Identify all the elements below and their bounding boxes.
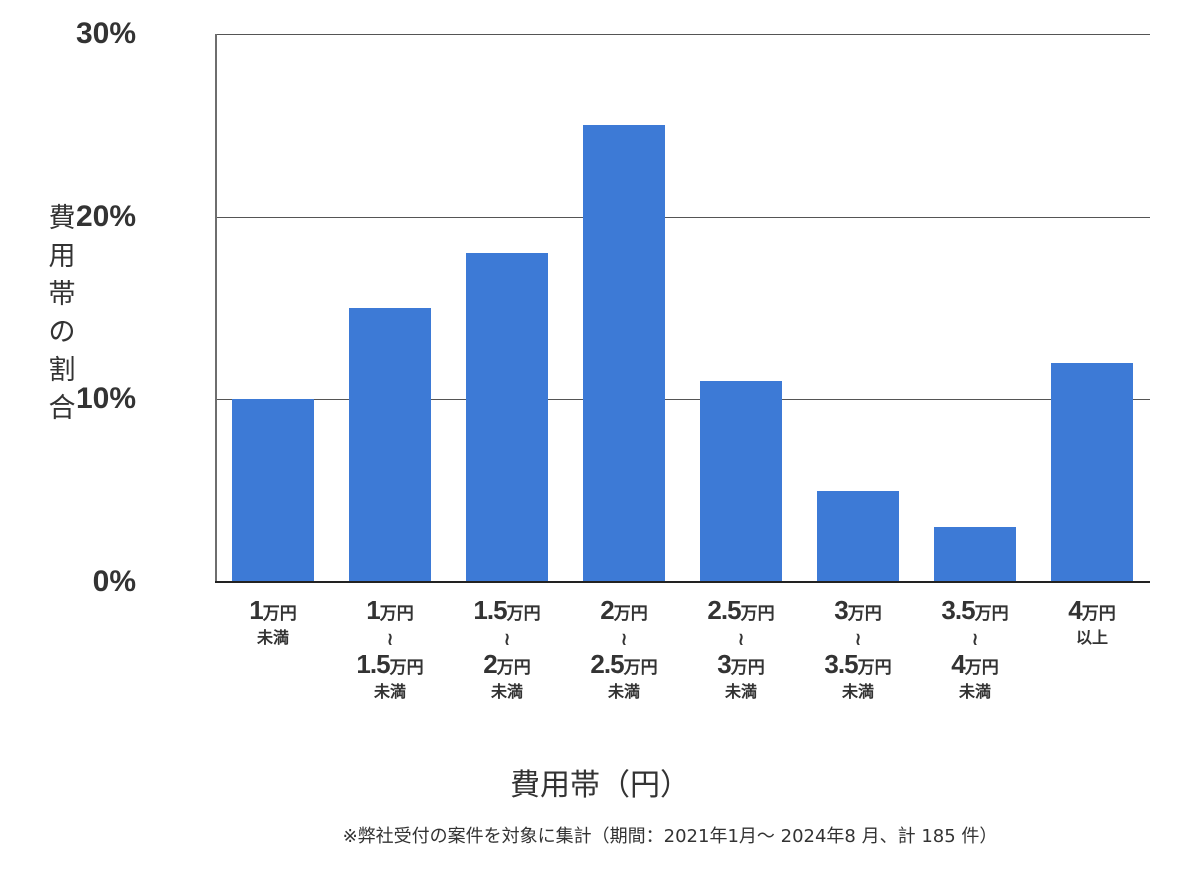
y-tick-30: 30% (75, 17, 136, 50)
plot-area: 30% 20% 10% 0% (76, 19, 1150, 597)
x-category-label: 1万円 ≀ 1.5万円未満 (335, 595, 445, 703)
range-from: 1.5万円 (473, 595, 541, 625)
range-separator: ≀ (386, 629, 394, 649)
range-separator: ≀ (620, 629, 628, 649)
bar (1051, 362, 1133, 582)
range-from: 1万円 (249, 595, 297, 625)
footnote: ※弊社受付の案件を対象に集計（期間：2021年1月〜 2024年8 月、計 18… (342, 826, 998, 847)
range-to: 1.5万円 (356, 649, 424, 679)
bar (583, 125, 665, 582)
range-suffix: 未満 (373, 684, 406, 701)
range-separator: ≀ (737, 629, 745, 649)
range-suffix: 未満 (256, 630, 289, 647)
y-title-char: 割 (48, 355, 76, 386)
range-separator: ≀ (503, 629, 511, 649)
range-from: 1万円 (366, 595, 414, 625)
x-category-label: 4万円以上 (1037, 595, 1147, 649)
range-from: 3万円 (834, 595, 882, 625)
x-category-label: 2.5万円 ≀ 3万円未満 (686, 595, 796, 703)
bar (817, 490, 899, 582)
range-separator: ≀ (854, 629, 862, 649)
y-axis-title: 費 用 帯 の 割 合 (44, 200, 80, 428)
range-to: 3.5万円 (824, 649, 892, 679)
x-category-label: 2万円 ≀ 2.5万円未満 (569, 595, 679, 703)
y-title-char: 費 (48, 203, 76, 234)
y-tick-0: 0% (92, 565, 136, 598)
y-title-char: の (48, 317, 76, 348)
range-suffix: 未満 (841, 684, 874, 701)
x-axis-line (215, 581, 1150, 583)
range-to: 3万円 (717, 649, 765, 679)
x-category-label: 3.5万円 ≀ 4万円未満 (920, 595, 1030, 703)
range-from: 2万円 (600, 595, 648, 625)
range-suffix: 未満 (490, 684, 523, 701)
bar (232, 399, 314, 582)
y-tick-10: 10% (75, 382, 136, 415)
y-tick-20: 20% (75, 200, 136, 233)
range-to: 2万円 (483, 649, 531, 679)
range-suffix: 未満 (607, 684, 640, 701)
y-axis-line (215, 34, 217, 582)
range-separator: ≀ (971, 629, 979, 649)
x-category-label: 3万円 ≀ 3.5万円未満 (803, 595, 913, 703)
bar (349, 308, 431, 582)
range-from: 4万円 (1068, 595, 1116, 625)
range-from: 3.5万円 (941, 595, 1009, 625)
range-from: 2.5万円 (707, 595, 775, 625)
x-category-label: 1.5万円 ≀ 2万円未満 (452, 595, 562, 703)
gridline-10 (215, 399, 1150, 400)
range-to: 4万円 (951, 649, 999, 679)
x-category-label: 1万円未満 (218, 595, 328, 649)
x-axis-title: 費用帯（円） (510, 768, 690, 803)
y-title-char: 合 (48, 393, 76, 424)
range-suffix: 以上 (1075, 630, 1108, 647)
range-to: 2.5万円 (590, 649, 658, 679)
y-title-char: 帯 (48, 279, 76, 310)
bar (934, 527, 1016, 582)
gridline-20 (215, 217, 1150, 218)
y-title-char: 用 (48, 241, 76, 272)
gridline-30 (215, 34, 1150, 35)
bar (700, 381, 782, 582)
bar (466, 253, 548, 582)
range-suffix: 未満 (958, 684, 991, 701)
range-suffix: 未満 (724, 684, 757, 701)
